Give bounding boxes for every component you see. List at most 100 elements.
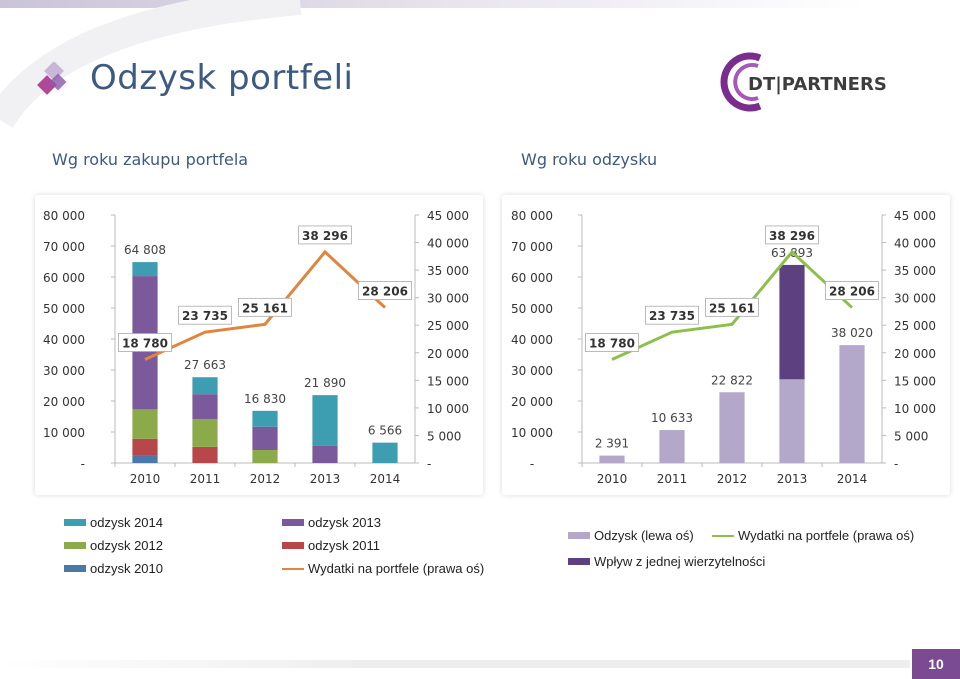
line-value-label: 38 296 <box>769 229 815 243</box>
bar-segment <box>252 449 278 463</box>
bar-value-label: 21 890 <box>304 376 346 390</box>
bar-value-label: 64 808 <box>124 243 166 257</box>
legend-item-odzysk-2014: odzysk 2014 <box>64 515 163 530</box>
line-value-label: 18 780 <box>589 337 635 351</box>
y-left-tick-label: 30 000 <box>511 364 553 378</box>
chart-right: - 10 000 20 000 30 000 40 000 50 000 60 000 70 … <box>511 209 936 486</box>
legend-swatch <box>64 565 86 572</box>
legend-label: odzysk 2013 <box>308 515 381 530</box>
y-right-tick-label: 5 000 <box>427 429 461 443</box>
line-value-label: 38 296 <box>302 229 348 243</box>
y-right-tick-label: 40 000 <box>427 237 469 251</box>
line-value-label: 28 206 <box>829 285 875 299</box>
bar-segment <box>779 264 805 380</box>
bar-value-label: 22 822 <box>711 373 753 387</box>
bar-value-label: 38 020 <box>831 326 873 340</box>
y-right-tick-label: 15 000 <box>427 374 469 388</box>
legend-item-odzysk-lewa: Odzysk (lewa oś) <box>568 528 694 543</box>
bar-segment <box>192 446 218 463</box>
line-value-label: 23 735 <box>182 309 228 323</box>
bar-segment <box>312 395 338 446</box>
line-label-box <box>298 225 352 245</box>
bar-segment <box>192 394 218 419</box>
line-series <box>144 249 387 361</box>
bar-segment <box>659 430 685 463</box>
top-band <box>0 0 960 8</box>
bar-segment <box>192 377 218 395</box>
chart-left: - 10 000 20 000 30 000 40 000 50 000 60 000 70 … <box>43 209 469 486</box>
subtitle-right: Wg roku odzysku <box>521 150 658 169</box>
bar-segment <box>132 262 158 277</box>
y-left-tick-label: 50 000 <box>511 302 553 316</box>
y-right-tick-label: 30 000 <box>894 292 936 306</box>
chart-panel-right: - 10 000 20 000 30 000 40 000 50 000 60 000 70 … <box>502 195 950 495</box>
legend-item-wydatki-left: Wydatki na portfele (prawa oś) <box>282 561 484 576</box>
y-right-tick-label: 25 000 <box>427 319 469 333</box>
line-label-box <box>358 281 412 300</box>
bar-value-label: 2 391 <box>595 437 629 451</box>
bar-segment <box>132 455 158 463</box>
bottom-band <box>0 660 910 668</box>
legend-label: odzysk 2010 <box>90 561 163 576</box>
y-left-tick-label: 30 000 <box>43 364 85 378</box>
bar-segment <box>252 410 278 427</box>
y-left-tick-label: 80 000 <box>43 209 85 223</box>
line-label-box <box>645 305 699 325</box>
bar-value-label: 6 566 <box>368 424 402 438</box>
y-right-tick-label: 15 000 <box>894 374 936 388</box>
bar-segment <box>719 392 745 463</box>
bar-segment <box>252 426 278 450</box>
x-tick-label: 2011 <box>657 472 688 486</box>
y-right-tick-label: 20 000 <box>427 347 469 361</box>
legend-item-odzysk-2010: odzysk 2010 <box>64 561 163 576</box>
y-left-tick-label: 60 000 <box>43 271 85 285</box>
legend-label: Wpływ z jednej wierzytelności <box>594 554 766 569</box>
line-label-box <box>705 297 759 317</box>
bar-segment <box>132 438 158 456</box>
bar-segment <box>312 445 338 463</box>
bar-segment <box>599 455 625 463</box>
bar-segment <box>192 418 218 447</box>
line-label-box <box>238 297 292 317</box>
x-tick-label: 2012 <box>250 472 281 486</box>
line-label-box <box>825 281 879 300</box>
x-tick-label: 2013 <box>777 472 808 486</box>
line-value-label: 25 161 <box>709 301 755 315</box>
line-label-box <box>118 333 172 352</box>
bar-segment <box>779 379 805 463</box>
legend-swatch <box>568 558 590 565</box>
legend-swatch <box>282 519 304 526</box>
y-left-tick-label: 40 000 <box>511 333 553 347</box>
y-right-tick-label: 45 000 <box>427 209 469 223</box>
legend-item-wydatki-right: Wydatki na portfele (prawa oś) <box>712 528 914 543</box>
y-left-tick-label: 10 000 <box>511 426 553 440</box>
legend-line-swatch <box>712 534 734 537</box>
y-right-tick-label: - <box>894 457 898 471</box>
y-left-tick-label: - <box>81 457 85 471</box>
x-tick-label: 2011 <box>190 472 221 486</box>
x-tick-label: 2014 <box>837 472 868 486</box>
legend-item-odzysk-2013: odzysk 2013 <box>282 515 381 530</box>
y-left-tick-label: 50 000 <box>43 302 85 316</box>
x-tick-label: 2010 <box>130 472 161 486</box>
y-left-tick-label: 40 000 <box>43 333 85 347</box>
x-tick-label: 2012 <box>717 472 748 486</box>
y-left-tick-label: 20 000 <box>511 395 553 409</box>
legend-item-odzysk-2011: odzysk 2011 <box>282 538 380 553</box>
legend-label: Wydatki na portfele (prawa oś) <box>308 561 485 576</box>
bar-value-label: 27 663 <box>184 358 226 372</box>
brand-text: DT|PARTNERS <box>748 74 887 95</box>
line-value-label: 18 780 <box>122 337 168 351</box>
y-left-tick-label: - <box>530 457 534 471</box>
bar-value-label: 16 830 <box>244 392 286 406</box>
bar-segment <box>132 409 158 439</box>
x-tick-label: 2010 <box>597 472 628 486</box>
dt-partners-logo: DT|PARTNERS <box>720 52 887 112</box>
line-value-label: 25 161 <box>242 301 288 315</box>
legend-label: odzysk 2011 <box>308 538 381 553</box>
legend-label: odzysk 2014 <box>90 515 163 530</box>
background-swoosh <box>0 0 302 129</box>
y-right-tick-label: 40 000 <box>894 237 936 251</box>
y-left-tick-label: 70 000 <box>43 240 85 254</box>
legend-label: odzysk 2012 <box>90 538 163 553</box>
